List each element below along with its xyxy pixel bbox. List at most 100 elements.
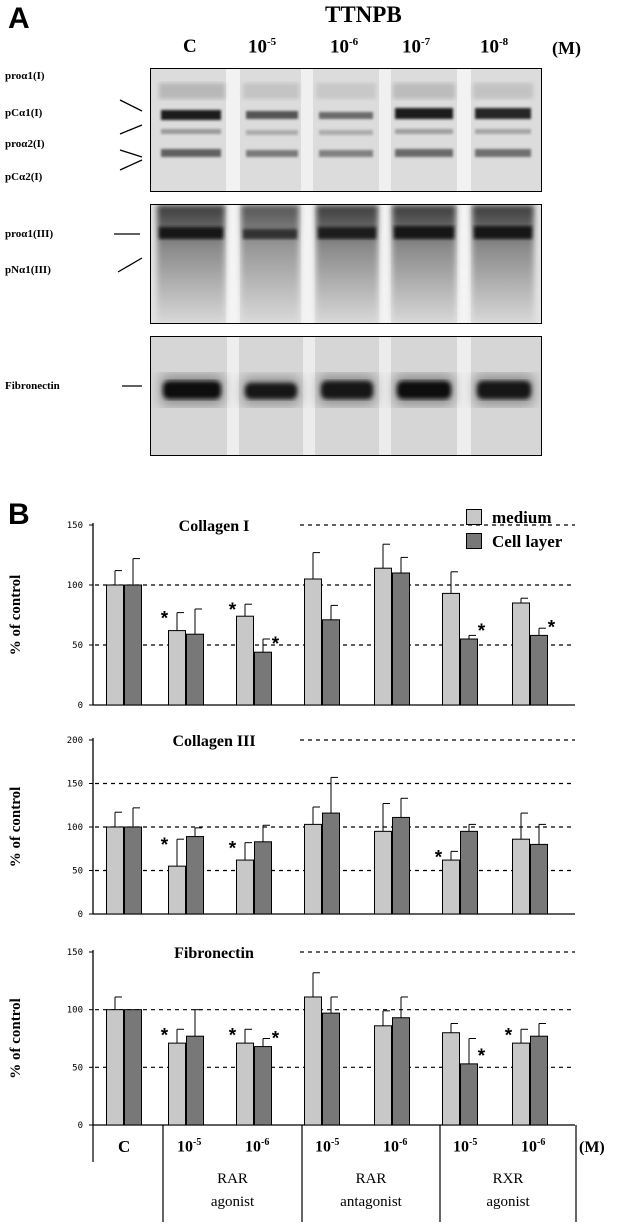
chart-0-bar-cell-layer-2	[254, 651, 272, 706]
chart-0-bar-medium-1	[168, 630, 186, 706]
blot-label-pca1-i: pCα1(I)	[5, 107, 43, 119]
chart-0-bar-medium-0	[106, 584, 124, 706]
chart-2-bar-medium-1-significance-star: *	[161, 1025, 169, 1046]
legend-swatch-medium	[466, 509, 482, 525]
chart-1-bar-medium-2-significance-star: *	[229, 839, 237, 860]
chart-1-title: Collagen III	[172, 733, 255, 750]
chart-1-y-tick-label-1: 50	[72, 867, 83, 877]
legend-item-medium: medium	[466, 508, 552, 528]
chart-0-bar-medium-5	[442, 592, 460, 706]
chart-1-bar-medium-6	[512, 838, 530, 915]
chart-1-bar-medium-0	[106, 826, 124, 915]
group-rxr-agonist-line2: agonist	[486, 1194, 530, 1210]
chart-2-title: Fibronectin	[174, 945, 254, 962]
x-unit-label: (M)	[579, 1139, 605, 1156]
panel-b-letter: B	[8, 498, 30, 531]
chart-0-bar-medium-1-significance-star: *	[161, 609, 169, 630]
chart-1-bar-cell-layer-6	[530, 843, 548, 915]
unit-label: (M)	[552, 38, 581, 58]
chart-2-bar-cell-layer-3	[322, 1012, 340, 1126]
lane-label-4: 10-8	[480, 36, 509, 58]
chart-0-y-tick-label-2: 100	[67, 581, 83, 591]
chart-1: 0 50 100 150 200 % of control Collagen III * * *	[8, 733, 575, 920]
blot-label-fibronectin: Fibronectin	[5, 380, 60, 392]
chart-1-bar-cell-layer-3	[322, 812, 340, 915]
group-label-rar-antagonist: RAR antagonist	[302, 1168, 440, 1214]
chart-2-bar-cell-layer-4	[392, 1017, 410, 1126]
chart-0-bar-cell-layer-5-significance-star: *	[478, 621, 486, 642]
x-tick-3: 10-5	[315, 1137, 340, 1156]
chart-0-bar-medium-4	[374, 567, 392, 706]
chart-2-bar-medium-5	[442, 1032, 460, 1126]
chart-1-bar-medium-4	[374, 830, 392, 915]
group-rxr-agonist-line1: RXR	[492, 1171, 524, 1187]
chart-0-bar-cell-layer-5	[460, 638, 478, 706]
group-rar-agonist-line1: RAR	[217, 1171, 248, 1187]
x-tick-5: 10-5	[453, 1137, 478, 1156]
group-rar-antagonist-line1: RAR	[355, 1171, 387, 1187]
x-tick-1: 10-5	[177, 1137, 202, 1156]
collagen-iii-blot	[150, 204, 542, 324]
chart-2-bar-medium-1	[168, 1042, 186, 1126]
chart-1-y-tick-label-2: 100	[67, 823, 83, 833]
chart-0-bar-cell-layer-1	[186, 633, 204, 706]
chart-0-bar-medium-2	[236, 615, 254, 706]
chart-1-y-tick-label-4: 200	[67, 736, 83, 746]
label-pointer-lines	[114, 99, 143, 387]
chart-0-bar-cell-layer-3	[322, 619, 340, 706]
chart-0-y-tick-label-0: 0	[78, 701, 83, 711]
legend-item-cell-layer: Cell layer	[466, 532, 562, 552]
blot-label-proa1-i: proα1(I)	[5, 70, 45, 82]
chart-2-y-tick-label-0: 0	[78, 1121, 83, 1131]
chart-1-bar-cell-layer-5	[460, 830, 478, 915]
chart-1-bar-medium-5-significance-star: *	[435, 847, 443, 868]
chart-2-bar-medium-6-significance-star: *	[505, 1025, 513, 1046]
lane-label-c: C	[183, 36, 197, 57]
chart-0-bar-cell-layer-6-significance-star: *	[548, 617, 556, 638]
collagen-i-blot	[150, 68, 542, 192]
chart-2-bar-cell-layer-2-significance-star: *	[272, 1029, 280, 1050]
chart-0-y-tick-label-1: 50	[72, 641, 83, 651]
chart-1-bar-cell-layer-0	[124, 826, 142, 915]
chart-2-bar-medium-3	[304, 996, 322, 1126]
panel-a-letter: A	[8, 2, 30, 35]
blot-label-pna1-iii: pNα1(III)	[5, 264, 51, 276]
legend-swatch-cell-layer	[466, 533, 482, 549]
x-tick-0: C	[118, 1137, 131, 1156]
chart-2-bar-medium-6	[512, 1042, 530, 1126]
chart-1-bar-cell-layer-1	[186, 836, 204, 915]
group-rar-antagonist-line2: antagonist	[340, 1194, 402, 1210]
chart-0-y-label: % of control	[8, 575, 24, 656]
x-tick-6: 10-6	[521, 1137, 546, 1156]
chart-0-y-tick-label-3: 150	[67, 521, 83, 531]
chart-1-bar-cell-layer-2	[254, 841, 272, 915]
chart-0-title: Collagen I	[179, 518, 250, 535]
blot-label-proa2-i: proα2(I)	[5, 138, 45, 150]
legend-label-medium: medium	[492, 508, 552, 527]
chart-1-bar-medium-3	[304, 823, 322, 915]
compound-title: TTNPB	[325, 2, 402, 27]
chart-2-bar-cell-layer-5-significance-star: *	[478, 1046, 486, 1067]
lane-label-2: 10-6	[330, 36, 359, 58]
chart-1-bar-medium-1-significance-star: *	[161, 835, 169, 856]
blot-label-pca2-i: pCα2(I)	[5, 171, 43, 183]
chart-2-bar-medium-4	[374, 1025, 392, 1126]
chart-0: 0 50 100 150 % of control Collagen I * * * * *	[8, 518, 575, 711]
legend-label-cell-layer: Cell layer	[492, 532, 563, 551]
chart-2-bar-cell-layer-1	[186, 1035, 204, 1126]
x-tick-2: 10-6	[245, 1137, 270, 1156]
chart-1-bar-medium-1	[168, 865, 186, 915]
chart-2-bar-cell-layer-6	[530, 1035, 548, 1126]
chart-2-y-label: % of control	[8, 998, 24, 1079]
chart-1-y-tick-label-3: 150	[67, 780, 83, 790]
chart-2-bar-cell-layer-0	[124, 1009, 142, 1126]
chart-2-bar-medium-2	[236, 1042, 254, 1126]
fibronectin-blot	[150, 336, 542, 456]
chart-2-bar-medium-0	[106, 1009, 124, 1126]
chart-2-y-tick-label-1: 50	[72, 1063, 83, 1073]
chart-0-bar-medium-3	[304, 578, 322, 706]
chart-1-bar-medium-2	[236, 859, 254, 915]
chart-1-y-tick-label-0: 0	[78, 910, 83, 920]
